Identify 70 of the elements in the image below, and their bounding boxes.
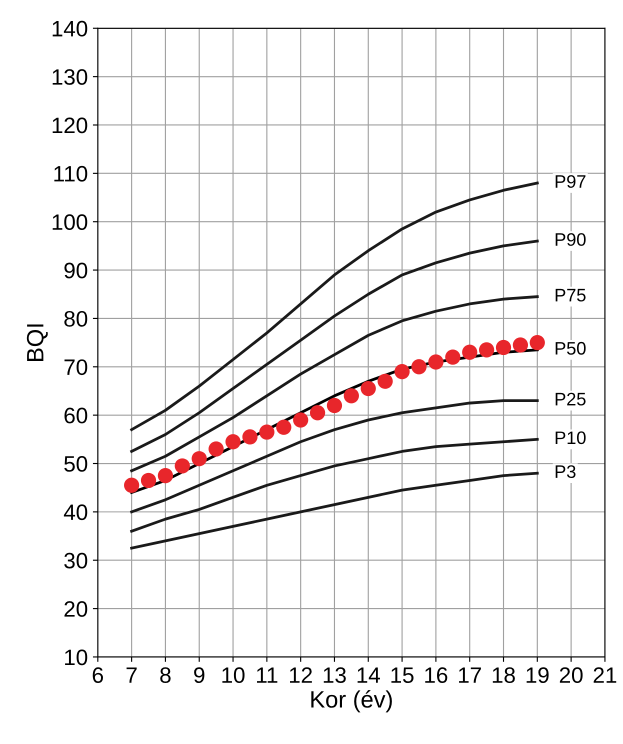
y-tick-label: 70 (64, 359, 88, 376)
point (496, 340, 512, 356)
x-tick-label: 17 (459, 667, 481, 683)
point (530, 335, 545, 350)
x-tick-label: 9 (194, 667, 204, 683)
y-tick-label: 40 (64, 504, 88, 520)
x-tick-label: 16 (425, 667, 448, 683)
y-tick-label: 130 (52, 69, 88, 85)
y-tick-label: 60 (64, 408, 88, 424)
x-tick-label: 19 (526, 667, 549, 683)
series-label: P90 (556, 233, 586, 246)
x-tick-label: 13 (324, 667, 346, 683)
series-label: P97 (556, 175, 586, 188)
series-label: P25 (556, 392, 586, 406)
point (259, 424, 274, 440)
series-label: P10 (556, 431, 586, 444)
point (478, 342, 494, 358)
y-axis-title: BQI (26, 324, 48, 362)
line-series (130, 295, 539, 472)
y-tick-label: 120 (52, 118, 88, 134)
point (445, 350, 460, 365)
y-tick-label: 30 (64, 552, 88, 569)
x-axis-title: Kor (év) (311, 690, 392, 712)
point (310, 405, 326, 420)
y-tick-label: 100 (52, 214, 88, 230)
point (225, 434, 241, 450)
y-tick-label: 140 (52, 20, 88, 37)
x-tick-label: 18 (492, 667, 515, 683)
y-tick-label: 50 (64, 456, 88, 472)
x-tick-label: 7 (126, 667, 137, 683)
line-series (130, 438, 539, 533)
x-tick-label: 20 (560, 667, 583, 683)
point (378, 374, 393, 389)
point (293, 412, 308, 428)
point (124, 478, 140, 493)
line-series (130, 182, 539, 432)
point (360, 380, 376, 396)
y-tick-label: 80 (64, 310, 88, 327)
point (140, 472, 156, 488)
point (276, 420, 292, 435)
x-tick-label: 15 (391, 667, 414, 683)
point (428, 354, 444, 370)
series-label: P50 (556, 342, 586, 355)
series-label: P3 (556, 465, 576, 478)
x-tick-label: 8 (160, 667, 171, 683)
line-series (130, 240, 539, 453)
series-label: P75 (556, 288, 586, 302)
y-tick-label: 110 (54, 166, 88, 182)
x-tick-label: 6 (92, 667, 104, 683)
y-tick-label: 90 (64, 262, 88, 278)
point (344, 388, 359, 404)
x-tick-label: 10 (222, 667, 245, 683)
x-tick-label: 11 (257, 667, 278, 683)
x-tick-label: 21 (594, 667, 616, 683)
point (158, 468, 174, 484)
point (174, 458, 190, 474)
point (208, 441, 224, 457)
point (512, 337, 528, 353)
point (192, 451, 207, 466)
x-tick-label: 12 (290, 667, 312, 683)
line-series (130, 472, 539, 550)
point (394, 364, 410, 380)
y-tick-label: 20 (64, 601, 88, 617)
point (462, 344, 478, 360)
point (411, 359, 427, 374)
point (242, 429, 258, 445)
point (326, 398, 342, 414)
y-tick-label: 10 (65, 649, 88, 666)
x-tick-label: 14 (358, 667, 380, 683)
line-series (130, 399, 539, 514)
